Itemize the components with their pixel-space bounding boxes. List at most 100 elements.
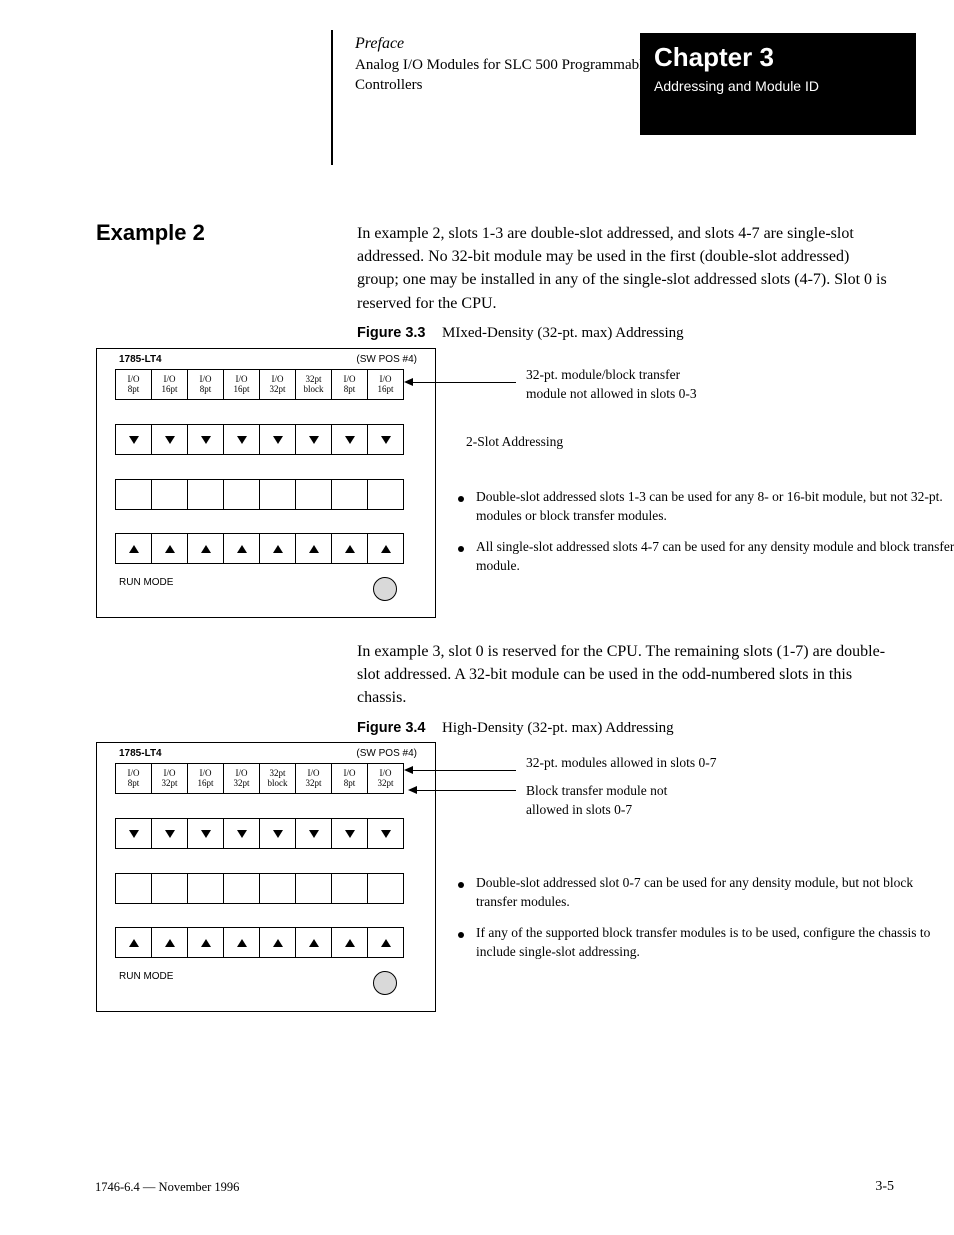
fig1-r3c4	[259, 533, 296, 564]
fig2-panel-title: 1785-LT4	[119, 748, 162, 759]
fig2-row-3	[115, 927, 404, 958]
fig1-r2c2	[187, 479, 224, 510]
section-title: Example 2	[96, 220, 205, 246]
fig2-r0c5: I/O32pt	[295, 763, 332, 794]
fig1-arrow-line	[406, 382, 516, 383]
triangle-down-icon	[129, 830, 139, 838]
fig1-r1c7	[367, 424, 404, 455]
mid-paragraph: In example 3, slot 0 is reserved for the…	[357, 640, 887, 710]
triangle-down-icon	[237, 830, 247, 838]
fig2-row-0: I/O8pt I/O32pt I/O16pt I/O32pt 32ptblock…	[115, 763, 404, 794]
bullet-icon	[458, 496, 464, 502]
fig1-r2c7	[367, 479, 404, 510]
fig2-arrow-line-bot	[410, 790, 516, 791]
page: Preface Analog I/O Modules for SLC 500 P…	[0, 0, 954, 1235]
chapter-label: Addressing and Module ID	[654, 78, 902, 94]
fig2-r3c6	[331, 927, 368, 958]
bullet-icon	[458, 882, 464, 888]
triangle-up-icon	[201, 939, 211, 947]
fig2-r0c2: I/O16pt	[187, 763, 224, 794]
triangle-up-icon	[381, 939, 391, 947]
triangle-down-icon	[273, 436, 283, 444]
fig2-r2c4	[259, 873, 296, 904]
triangle-up-icon	[129, 939, 139, 947]
chapter-box: Chapter 3 Addressing and Module ID	[640, 33, 916, 135]
fig2-arrow-head-left-icon	[408, 786, 417, 794]
fig2-r3c1	[151, 927, 188, 958]
chapter-number: Chapter 3	[654, 43, 902, 72]
fig1-r2c5	[295, 479, 332, 510]
triangle-down-icon	[309, 436, 319, 444]
fig2-swpos: (SW POS #4)	[356, 748, 417, 759]
fig2-r2c0	[115, 873, 152, 904]
triangle-up-icon	[237, 939, 247, 947]
fig1-r2c4	[259, 479, 296, 510]
triangle-down-icon	[309, 830, 319, 838]
fig1-row-1	[115, 424, 404, 455]
triangle-up-icon	[345, 939, 355, 947]
fig1-mode: RUN MODE	[119, 577, 173, 588]
fig2-bullet-1: Double-slot addressed slot 0-7 can be us…	[476, 874, 954, 912]
fig2-r3c7	[367, 927, 404, 958]
fig2-r3c4	[259, 927, 296, 958]
fig2-arrow-annotation-bot: Block transfer module notallowed in slot…	[526, 782, 946, 820]
fig2-r1c6	[331, 818, 368, 849]
fig2-r0c6: I/O8pt	[331, 763, 368, 794]
bullet-icon	[458, 546, 464, 552]
fig2-r3c5	[295, 927, 332, 958]
fig1-bullet-2: All single-slot addressed slots 4-7 can …	[476, 538, 954, 576]
triangle-up-icon	[165, 545, 175, 553]
fig2-arrow-annotation-top: 32-pt. modules allowed in slots 0-7	[526, 754, 946, 773]
intro-paragraph: In example 2, slots 1-3 are double-slot …	[357, 222, 887, 315]
fig1-r0c4: I/O32pt	[259, 369, 296, 400]
fig2-mode: RUN MODE	[119, 971, 173, 982]
triangle-up-icon	[273, 545, 283, 553]
fig1-arrow-head-left-icon	[404, 378, 413, 386]
fig1-r0c2: I/O8pt	[187, 369, 224, 400]
fig1-r2c1	[151, 479, 188, 510]
figure-1-num: Figure 3.3	[357, 325, 426, 341]
fig2-row-1	[115, 818, 404, 849]
fig1-r0c1: I/O16pt	[151, 369, 188, 400]
footer-publication: 1746-6.4 — November 1996	[95, 1180, 239, 1195]
title-line-2: Controllers	[355, 77, 423, 93]
triangle-down-icon	[129, 436, 139, 444]
fig1-r3c5	[295, 533, 332, 564]
triangle-down-icon	[381, 830, 391, 838]
fig1-addr-top: 2-Slot Addressing	[466, 434, 563, 449]
fig1-r1c1	[151, 424, 188, 455]
triangle-down-icon	[201, 830, 211, 838]
triangle-up-icon	[345, 545, 355, 553]
figure-2: 1785-LT4 (SW POS #4) I/O8pt I/O32pt I/O1…	[96, 742, 436, 1012]
fig2-r1c2	[187, 818, 224, 849]
fig1-panel-title: 1785-LT4	[119, 354, 162, 365]
fig2-r0c4: 32ptblock	[259, 763, 296, 794]
fig2-r3c2	[187, 927, 224, 958]
fig2-r1c3	[223, 818, 260, 849]
figure-1-caption: MIxed-Density (32-pt. max) Addressing	[442, 325, 684, 342]
fig1-led-icon	[373, 577, 397, 601]
fig1-r3c3	[223, 533, 260, 564]
triangle-up-icon	[237, 545, 247, 553]
triangle-up-icon	[273, 939, 283, 947]
fig1-r3c0	[115, 533, 152, 564]
fig2-r1c0	[115, 818, 152, 849]
fig1-addressing-text: 2-Slot Addressing	[466, 433, 936, 452]
fig1-arrow-annotation: 32-pt. module/block transfermodule not a…	[526, 366, 946, 404]
triangle-down-icon	[237, 436, 247, 444]
fig1-r3c2	[187, 533, 224, 564]
fig1-r1c4	[259, 424, 296, 455]
fig2-r0c1: I/O32pt	[151, 763, 188, 794]
figure-2-num: Figure 3.4	[357, 720, 426, 736]
figure-2-caption: High-Density (32-pt. max) Addressing	[442, 720, 674, 737]
fig1-r1c6	[331, 424, 368, 455]
fig1-r3c6	[331, 533, 368, 564]
header-divider	[331, 30, 333, 165]
triangle-up-icon	[129, 545, 139, 553]
fig2-led-icon	[373, 971, 397, 995]
triangle-down-icon	[201, 436, 211, 444]
fig1-r3c1	[151, 533, 188, 564]
fig1-r1c3	[223, 424, 260, 455]
triangle-down-icon	[345, 830, 355, 838]
fig2-r0c0: I/O8pt	[115, 763, 152, 794]
